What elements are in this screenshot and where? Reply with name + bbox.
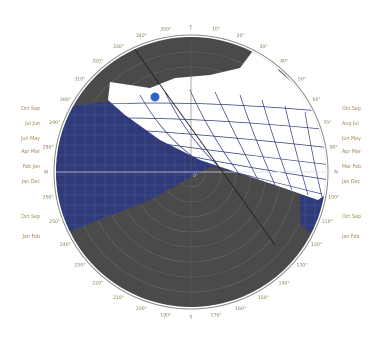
- side-label-left: Jun May: [20, 136, 40, 142]
- compass-label: 210°: [113, 295, 124, 301]
- side-label-left: Apr Mar: [21, 149, 40, 155]
- side-label-right: Oct Sep: [342, 214, 361, 220]
- compass-label: E: [190, 25, 193, 31]
- side-label-left: Jan Feb: [22, 234, 40, 240]
- side-label-right: Mar Feb: [342, 164, 361, 170]
- side-label-left: Feb Jan: [23, 164, 40, 170]
- side-label-right: Jun May: [341, 136, 361, 142]
- side-label-left: Jul Jun: [24, 121, 40, 127]
- compass-label: 110°: [322, 219, 333, 225]
- compass-label: 70°: [323, 120, 331, 126]
- side-label-right: Jan Dec: [341, 179, 361, 185]
- compass-label: 240°: [60, 242, 71, 248]
- dial-outer-circle: [53, 34, 329, 310]
- compass-label: 300°: [60, 97, 71, 103]
- compass-label: 340°: [136, 33, 147, 39]
- compass-label: 230°: [74, 263, 85, 269]
- compass-label: 30°: [259, 44, 267, 50]
- compass-label: 260°: [43, 195, 54, 201]
- side-label-right: Jan Feb: [341, 234, 359, 240]
- compass-label: W: [44, 170, 49, 176]
- compass-label: 50°: [298, 76, 306, 82]
- compass-label: 220°: [92, 281, 103, 287]
- sun-position-marker: [150, 92, 160, 102]
- compass-label: 190°: [160, 312, 171, 318]
- compass-label: 290°: [49, 120, 60, 126]
- compass-label: 130°: [297, 263, 308, 269]
- sky-obstruction-area: [108, 37, 326, 200]
- compass-label: 80°: [330, 144, 338, 150]
- compass-label: 20°: [237, 33, 245, 39]
- side-label-right: Apr Mar: [342, 149, 361, 155]
- compass-label: 100°: [328, 195, 339, 201]
- side-label-left: Oct Sep: [21, 214, 40, 220]
- compass-label: 170°: [211, 312, 222, 318]
- compass-label: 120°: [311, 242, 322, 248]
- compass-label: N: [334, 170, 337, 176]
- compass-label: 330°: [113, 44, 124, 50]
- side-label-right: Oct Sep: [342, 106, 361, 112]
- compass-label: 10°: [212, 27, 220, 33]
- sun-azimuth-line: [127, 39, 276, 246]
- compass-label: 310°: [74, 76, 85, 82]
- compass-label: 150°: [258, 295, 269, 301]
- compass-label: 250°: [49, 219, 60, 225]
- sun-path-grid: [107, 89, 326, 198]
- compass-labels: 10° 20° 30° 40° 50° 60° 70° 80° N 100° 110° 120° 130…: [43, 25, 340, 321]
- compass-label: 350°: [160, 27, 171, 33]
- compass-label: 60°: [313, 97, 321, 103]
- center-label: 0°: [193, 173, 198, 179]
- side-label-right: Aug Jul: [342, 121, 359, 127]
- compass-label: 40°: [280, 58, 288, 64]
- compass-label: 160°: [235, 306, 246, 312]
- compass-label: 280°: [43, 144, 54, 150]
- side-labels-right: Oct Sep Aug Jul Jun May Apr Mar Mar Feb Jan D…: [341, 106, 361, 240]
- side-labels-left: Oct Sep Jul Jun Jun May Apr Mar Feb Jan Jan D…: [20, 106, 40, 240]
- compass-label: S: [190, 315, 193, 321]
- side-label-left: Oct Sep: [21, 106, 40, 112]
- compass-label: 320°: [92, 58, 103, 64]
- side-label-left: Jan Dec: [21, 179, 41, 185]
- compass-label: 140°: [279, 281, 290, 287]
- compass-label: 200°: [136, 306, 147, 312]
